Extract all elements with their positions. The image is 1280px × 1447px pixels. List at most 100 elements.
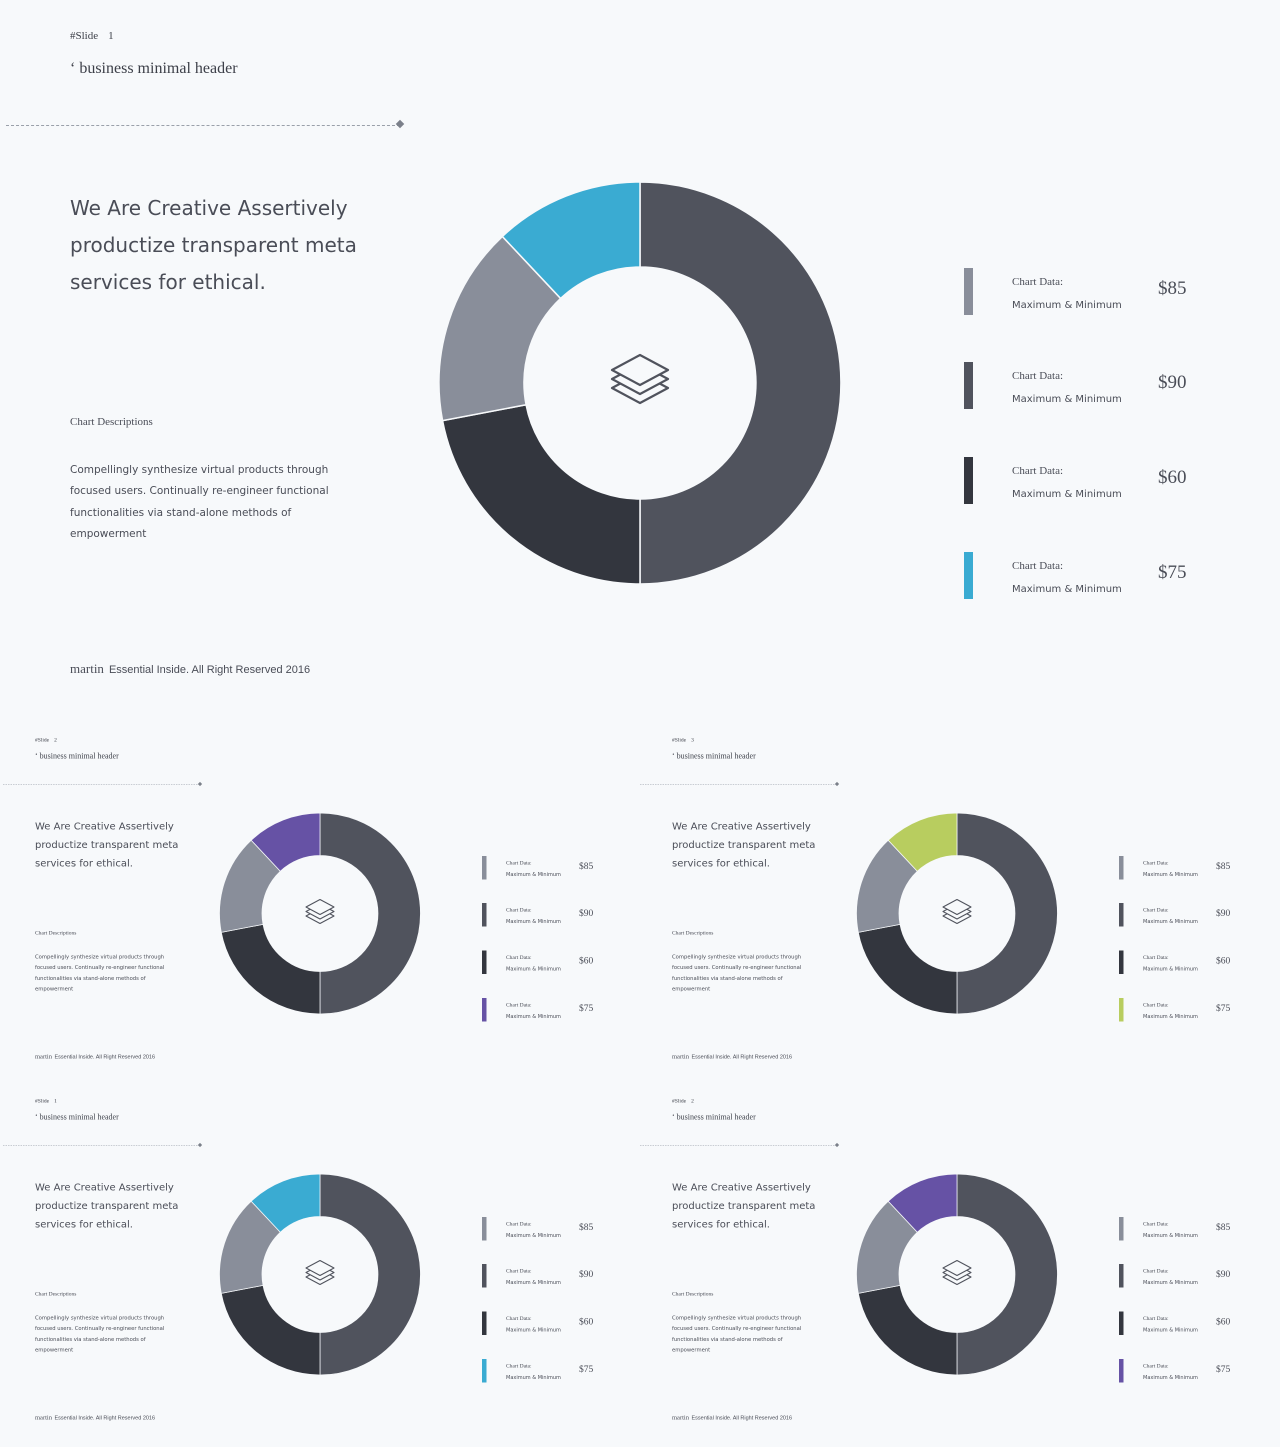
- slide-number: #Slide 2: [672, 1098, 694, 1104]
- slide-number-value: 2: [54, 737, 57, 743]
- header-title: ‘ business minimal header: [35, 1113, 119, 1122]
- legend-label: Chart Data:: [1143, 860, 1169, 866]
- legend-label: Chart Data:: [1143, 1315, 1169, 1322]
- legend-value: $90: [1158, 372, 1187, 393]
- legend-swatch: [1119, 1264, 1124, 1288]
- legend-sublabel: Maximum & Minimum: [506, 1014, 561, 1020]
- legend-swatch: [1119, 1359, 1124, 1383]
- legend-item: Chart Data: Maximum & Minimum $85: [1119, 1217, 1249, 1241]
- slide: #Slide 3 ‘ business minimal header We Are C…: [637, 722, 1277, 1083]
- legend-item: Chart Data: Maximum & Minimum $60: [1119, 1311, 1249, 1336]
- description-body: Compellingly synthesize virtual products…: [70, 464, 329, 540]
- legend-sublabel: Maximum & Minimum: [1143, 872, 1198, 878]
- legend-value: $75: [579, 1003, 594, 1014]
- donut-chart: [856, 1173, 1058, 1376]
- legend-value: $60: [1216, 955, 1231, 967]
- header-title: ‘ business minimal header: [672, 752, 756, 761]
- legend-sublabel: Maximum & Minimum: [1012, 300, 1122, 311]
- donut-segment: [501, 181, 641, 300]
- legend-sublabel: Maximum & Minimum: [1143, 1327, 1198, 1334]
- legend-sublabel: Maximum & Minimum: [506, 1233, 561, 1239]
- legend-label: Chart Data:: [1012, 560, 1064, 572]
- footer: martin Essential Inside. All Right Reserv…: [672, 1414, 792, 1422]
- legend-swatch: [482, 1217, 487, 1241]
- donut-segment: [956, 1173, 1058, 1376]
- legend-swatch: [482, 856, 487, 880]
- legend-value: $85: [1216, 861, 1231, 872]
- legend-swatch: [1119, 1217, 1124, 1241]
- description-body: Compellingly synthesize virtual products…: [35, 1315, 165, 1353]
- donut-chart: [219, 1173, 421, 1376]
- slide-number-value: 1: [108, 30, 114, 42]
- legend-item: Chart Data: Maximum & Minimum $90: [1119, 903, 1249, 927]
- legend-item: Chart Data: Maximum & Minimum $90: [482, 903, 612, 927]
- description-body: Compellingly synthesize virtual products…: [672, 1315, 802, 1353]
- slide: #Slide 2 ‘ business minimal header We Are C…: [637, 1083, 1277, 1444]
- description-body: Compellingly synthesize virtual products…: [35, 954, 165, 992]
- footer: martin Essential Inside. All Right Reserv…: [672, 1053, 792, 1061]
- legend-label: Chart Data:: [1143, 1221, 1169, 1227]
- legend-item: Chart Data: Maximum & Minimum $85: [482, 856, 612, 880]
- footer-text: Essential Inside. All Right Reserved 201…: [691, 1054, 793, 1060]
- header-divider: [6, 125, 400, 126]
- footer-text: Essential Inside. All Right Reserved 201…: [691, 1415, 793, 1421]
- footer-brand: martin: [672, 1052, 689, 1061]
- legend-label: Chart Data:: [1143, 954, 1169, 961]
- slide-number-value: 3: [691, 737, 694, 743]
- legend-swatch: [964, 457, 973, 504]
- footer-brand: martin: [672, 1413, 689, 1422]
- footer-text: Essential Inside. All Right Reserved 201…: [108, 664, 311, 676]
- footer-text: Essential Inside. All Right Reserved 201…: [54, 1054, 156, 1060]
- legend-label: Chart Data:: [1143, 1002, 1169, 1008]
- description-title: Chart Descriptions: [672, 1291, 714, 1297]
- legend-value: $60: [579, 1316, 594, 1328]
- donut-segment: [639, 181, 842, 585]
- legend-sublabel: Maximum & Minimum: [1143, 966, 1198, 973]
- description-title: Chart Descriptions: [672, 930, 714, 936]
- legend-value: $75: [1216, 1003, 1231, 1014]
- legend-item: Chart Data: Maximum & Minimum $90: [1119, 1264, 1249, 1288]
- legend-label: Chart Data:: [1012, 276, 1064, 288]
- donut-segment: [319, 812, 421, 1015]
- legend-value: $75: [1216, 1364, 1231, 1375]
- legend-sublabel: Maximum & Minimum: [1143, 919, 1198, 925]
- legend-item: Chart Data: Maximum & Minimum $75: [1119, 1359, 1249, 1383]
- legend-label: Chart Data:: [1012, 370, 1064, 382]
- slide-label: #Slide: [35, 1098, 50, 1104]
- description-title: Chart Descriptions: [35, 930, 77, 936]
- slide-label: #Slide: [672, 737, 687, 743]
- legend-value: $60: [1158, 467, 1187, 488]
- legend-item: Chart Data: Maximum & Minimum $75: [482, 998, 612, 1022]
- footer-brand: martin: [70, 661, 104, 676]
- slide-number: #Slide 1: [70, 30, 114, 42]
- legend-label: Chart Data:: [1143, 907, 1169, 913]
- slide-number-value: 1: [54, 1098, 57, 1104]
- legend-value: $85: [1216, 1222, 1231, 1233]
- donut-chart: [856, 812, 1058, 1015]
- legend-item: Chart Data: Maximum & Minimum $75: [482, 1359, 612, 1383]
- legend-item: Chart Data: Maximum & Minimum $60: [482, 1311, 612, 1336]
- footer: martin Essential Inside. All Right Reserv…: [35, 1414, 155, 1422]
- donut-segment: [857, 923, 958, 1015]
- description-title: Chart Descriptions: [35, 1291, 77, 1297]
- legend-label: Chart Data:: [1143, 1268, 1169, 1274]
- donut-segment: [441, 403, 641, 585]
- legend-value: $85: [1158, 278, 1187, 299]
- legend-label: Chart Data:: [506, 860, 532, 866]
- legend-value: $85: [579, 1222, 594, 1233]
- slide: #Slide 1 ‘ business minimal header We Are C…: [0, 1083, 640, 1444]
- legend-value: $60: [1216, 1316, 1231, 1328]
- layers-icon: [305, 898, 335, 925]
- legend-swatch: [964, 362, 973, 409]
- footer: martin Essential Inside. All Right Reserv…: [35, 1053, 155, 1061]
- legend-item: Chart Data: Maximum & Minimum $90: [964, 362, 1224, 410]
- legend-value: $90: [1216, 1269, 1231, 1280]
- legend-value: $90: [1216, 908, 1231, 919]
- header-divider: [640, 784, 837, 785]
- legend-label: Chart Data:: [506, 1221, 532, 1227]
- legend-item: Chart Data: Maximum & Minimum $60: [1119, 950, 1249, 975]
- legend-value: $90: [579, 908, 594, 919]
- footer: martin Essential Inside. All Right Reserv…: [70, 661, 310, 677]
- legend-label: Chart Data:: [506, 1363, 532, 1369]
- legend-swatch: [1119, 1311, 1124, 1335]
